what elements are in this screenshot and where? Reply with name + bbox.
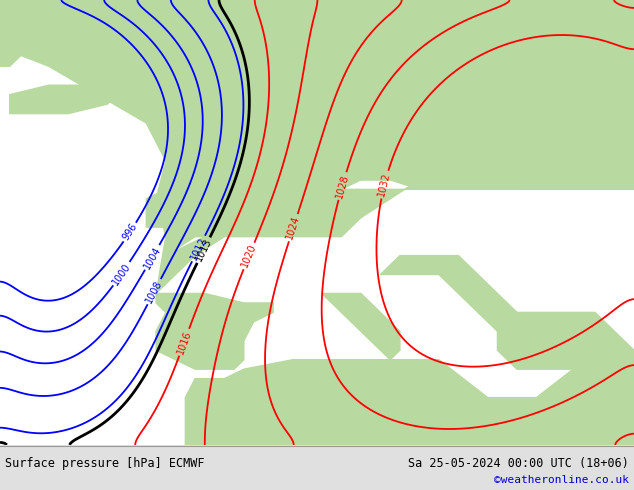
Polygon shape: [283, 28, 536, 180]
Text: 1008: 1008: [144, 278, 164, 305]
Polygon shape: [156, 0, 634, 294]
Text: ©weatheronline.co.uk: ©weatheronline.co.uk: [494, 475, 629, 485]
Polygon shape: [146, 189, 185, 227]
Polygon shape: [293, 48, 517, 180]
Text: 1004: 1004: [142, 245, 163, 270]
Text: 1028: 1028: [334, 173, 351, 199]
Text: Surface pressure [hPa] ECMWF: Surface pressure [hPa] ECMWF: [5, 457, 205, 470]
Polygon shape: [195, 161, 263, 237]
Polygon shape: [10, 85, 117, 114]
Text: 1024: 1024: [285, 215, 302, 241]
Text: Sa 25-05-2024 00:00 UTC (18+06): Sa 25-05-2024 00:00 UTC (18+06): [408, 457, 629, 470]
Polygon shape: [0, 0, 634, 294]
Polygon shape: [498, 313, 634, 369]
Polygon shape: [156, 294, 273, 369]
Text: 1032: 1032: [377, 172, 392, 197]
Polygon shape: [380, 256, 517, 331]
Text: 1013: 1013: [193, 237, 214, 263]
Text: 1012: 1012: [188, 235, 209, 262]
Polygon shape: [322, 294, 400, 360]
Text: 1016: 1016: [176, 329, 193, 355]
Polygon shape: [0, 0, 49, 66]
Text: 996: 996: [120, 221, 139, 243]
Text: 1020: 1020: [240, 243, 258, 269]
Text: 1000: 1000: [110, 261, 133, 287]
Polygon shape: [185, 350, 634, 445]
